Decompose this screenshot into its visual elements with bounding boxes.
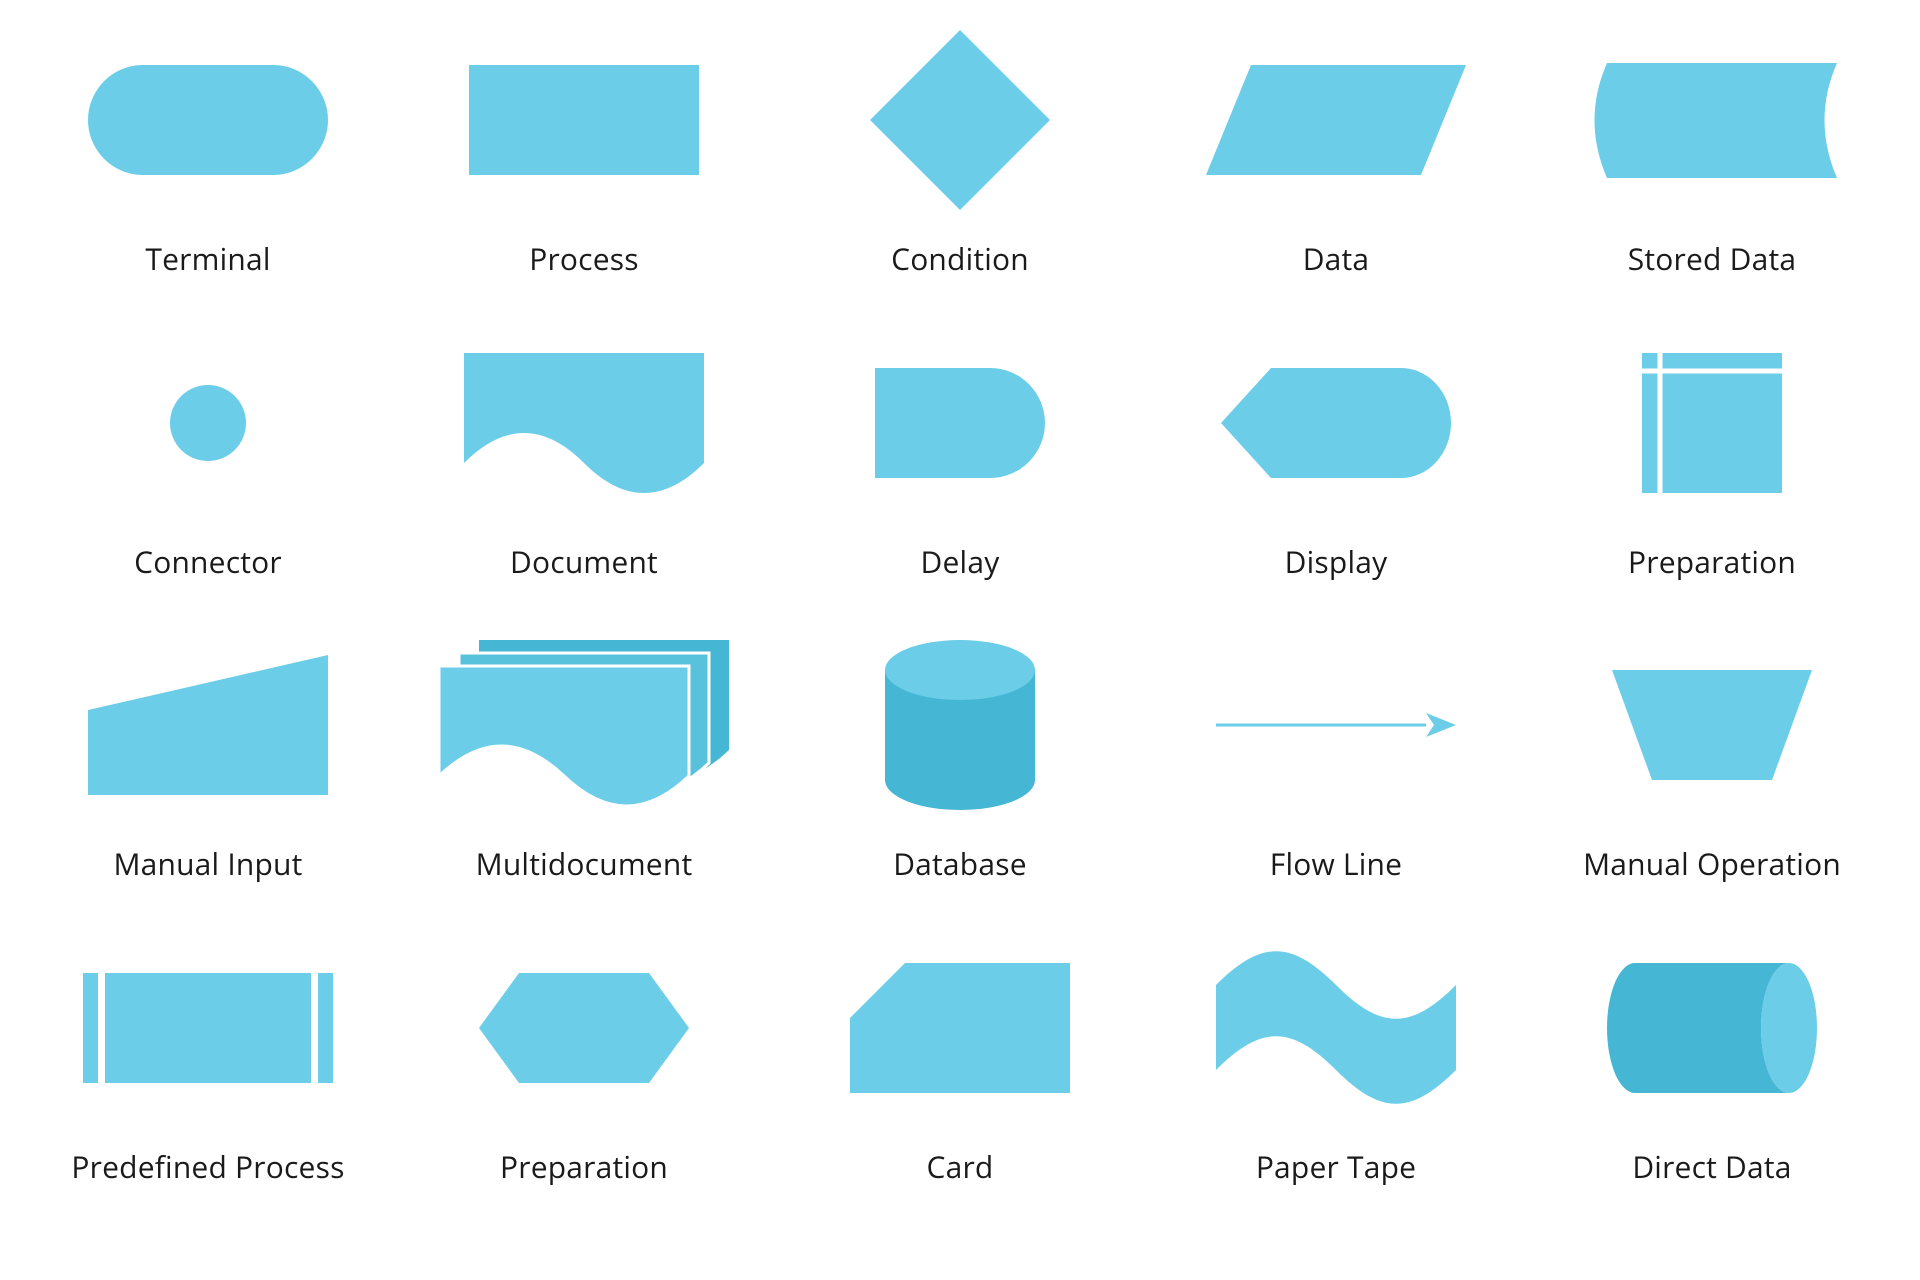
label-predefined-process: Predefined Process — [71, 1146, 344, 1187]
shape-connector — [58, 333, 358, 513]
label-manual-input: Manual Input — [113, 843, 302, 884]
label-delay: Delay — [921, 541, 1000, 582]
shape-terminal — [58, 30, 358, 210]
cell-database: Database — [772, 635, 1148, 938]
label-multidocument: Multidocument — [476, 843, 693, 884]
cell-card: Card — [772, 938, 1148, 1241]
label-display: Display — [1285, 541, 1388, 582]
cell-flow-line: Flow Line — [1148, 635, 1524, 938]
cell-condition: Condition — [772, 30, 1148, 333]
label-database: Database — [893, 843, 1027, 884]
shape-display — [1186, 333, 1486, 513]
shape-preparation-alt — [1562, 333, 1862, 513]
cell-manual-operation: Manual Operation — [1524, 635, 1900, 938]
shape-data — [1186, 30, 1486, 210]
shape-manual-input — [58, 635, 358, 815]
shape-process — [434, 30, 734, 210]
label-data: Data — [1303, 238, 1370, 279]
shape-multidocument — [434, 635, 734, 815]
shape-preparation — [434, 938, 734, 1118]
shape-direct-data — [1562, 938, 1862, 1118]
cell-process: Process — [396, 30, 772, 333]
label-preparation: Preparation — [500, 1146, 668, 1187]
cell-display: Display — [1148, 333, 1524, 636]
shape-predefined-process — [58, 938, 358, 1118]
label-condition: Condition — [891, 238, 1029, 279]
label-terminal: Terminal — [145, 238, 270, 279]
label-document: Document — [510, 541, 658, 582]
shape-condition — [810, 30, 1110, 210]
shape-manual-operation — [1562, 635, 1862, 815]
label-manual-operation: Manual Operation — [1583, 843, 1841, 884]
shape-stored-data — [1562, 30, 1862, 210]
label-paper-tape: Paper Tape — [1256, 1146, 1416, 1187]
shape-card — [810, 938, 1110, 1118]
shape-flow-line — [1186, 635, 1486, 815]
shape-document — [434, 333, 734, 513]
cell-paper-tape: Paper Tape — [1148, 938, 1524, 1241]
label-flow-line: Flow Line — [1270, 843, 1402, 884]
label-direct-data: Direct Data — [1632, 1146, 1791, 1187]
shape-delay — [810, 333, 1110, 513]
cell-preparation-alt: Preparation — [1524, 333, 1900, 636]
label-connector: Connector — [134, 541, 282, 582]
cell-manual-input: Manual Input — [20, 635, 396, 938]
cell-predefined-process: Predefined Process — [20, 938, 396, 1241]
cell-data: Data — [1148, 30, 1524, 333]
label-card: Card — [927, 1146, 994, 1187]
cell-preparation: Preparation — [396, 938, 772, 1241]
cell-connector: Connector — [20, 333, 396, 636]
cell-stored-data: Stored Data — [1524, 30, 1900, 333]
label-preparation-alt: Preparation — [1628, 541, 1796, 582]
cell-document: Document — [396, 333, 772, 636]
cell-terminal: Terminal — [20, 30, 396, 333]
flowchart-shape-grid: Terminal Process Condition Data — [0, 0, 1920, 1280]
cell-multidocument: Multidocument — [396, 635, 772, 938]
shape-paper-tape — [1186, 938, 1486, 1118]
shape-database — [810, 635, 1110, 815]
cell-direct-data: Direct Data — [1524, 938, 1900, 1241]
cell-delay: Delay — [772, 333, 1148, 636]
label-stored-data: Stored Data — [1628, 238, 1796, 279]
label-process: Process — [529, 238, 639, 279]
